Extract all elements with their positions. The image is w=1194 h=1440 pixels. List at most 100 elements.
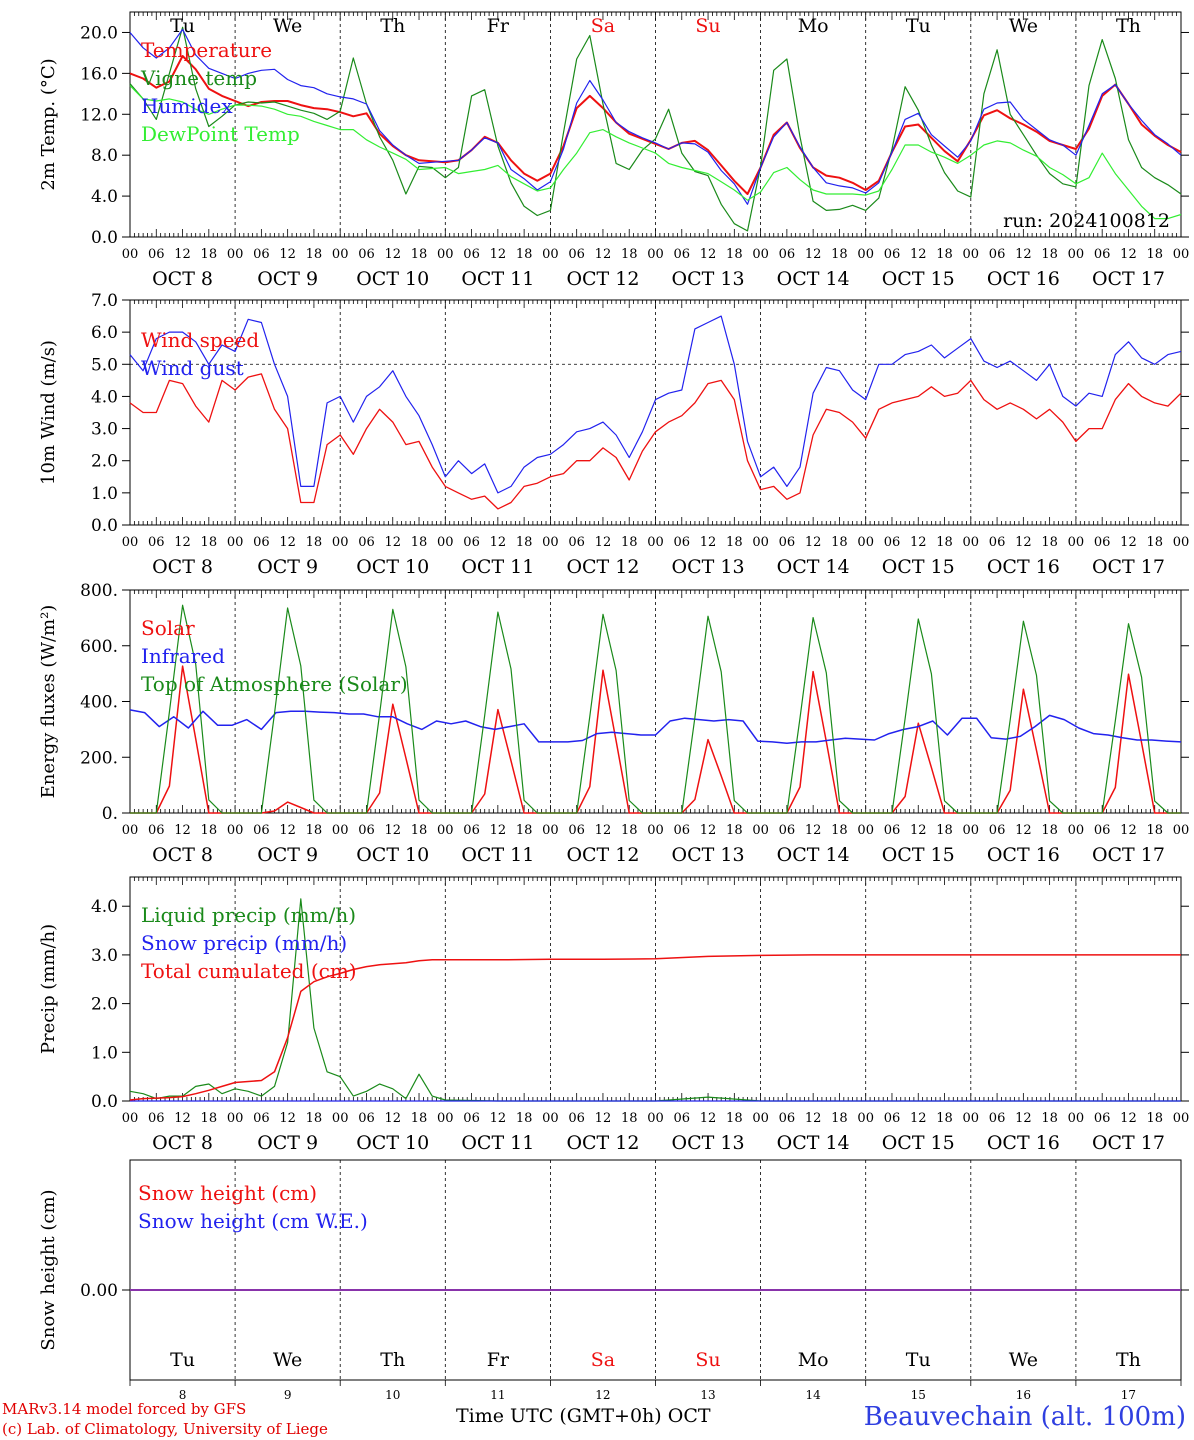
panel-snow	[122, 1159, 1189, 1386]
hour-label: 18	[1146, 1111, 1163, 1126]
day-name: Th	[1116, 15, 1141, 37]
day-name: Mo	[798, 1349, 829, 1371]
hour-label: 00	[227, 1111, 244, 1126]
hour-label: 06	[884, 1111, 901, 1126]
hour-label: 12	[384, 535, 401, 550]
hour-label: 00	[122, 1111, 139, 1126]
hour-label: 12	[595, 1111, 612, 1126]
hour-label: 12	[700, 1111, 717, 1126]
date-label: OCT 14	[777, 844, 850, 866]
hour-label: 18	[831, 823, 848, 838]
hour-label: 00	[1173, 1111, 1190, 1126]
hour-label: 12	[910, 535, 927, 550]
hour-label: 06	[148, 247, 165, 262]
hour-label: 12	[595, 535, 612, 550]
date-label: OCT 8	[152, 268, 213, 290]
y-tick-label: 0.0	[91, 228, 118, 248]
panel-wind	[122, 299, 1189, 526]
date-label: OCT 16	[987, 556, 1060, 578]
hour-label: 18	[1041, 535, 1058, 550]
date-label: OCT 8	[152, 1132, 213, 1154]
hour-label: 06	[568, 1111, 585, 1126]
date-label: OCT 13	[672, 268, 745, 290]
legend-entry: Solar	[141, 616, 195, 640]
hour-label: 18	[1041, 823, 1058, 838]
hour-label: 00	[963, 535, 980, 550]
legend-entry: Snow height (cm)	[138, 1181, 317, 1205]
date-label: OCT 12	[566, 556, 639, 578]
hour-label: 06	[674, 823, 691, 838]
hour-label: 12	[174, 247, 191, 262]
legend-entry: Top of Atmosphere (Solar)	[141, 672, 408, 696]
y-tick-label: 4.0	[91, 387, 118, 407]
legend-entry: Vigne temp	[140, 66, 257, 90]
hour-label: 00	[437, 535, 454, 550]
hour-label: 06	[779, 1111, 796, 1126]
hour-label: 18	[1041, 1111, 1058, 1126]
hour-label: 12	[805, 247, 822, 262]
hour-label: 00	[647, 535, 664, 550]
hour-label: 18	[306, 247, 323, 262]
date-label: OCT 12	[566, 844, 639, 866]
y-tick-label: 3.0	[91, 946, 118, 966]
hour-label: 06	[463, 823, 480, 838]
day-name: Fr	[487, 1349, 510, 1371]
hour-label: 06	[989, 535, 1006, 550]
hour-label: 00	[1173, 823, 1190, 838]
hour-label: 06	[358, 535, 375, 550]
day-name: Tu	[170, 15, 195, 37]
date-label: OCT 8	[152, 556, 213, 578]
day-number: 17	[1121, 1388, 1136, 1402]
hour-label: 12	[1015, 535, 1032, 550]
hour-label: 18	[1041, 247, 1058, 262]
hour-label: 12	[805, 535, 822, 550]
y-tick-label: 1.0	[91, 1043, 118, 1063]
day-name: We	[273, 15, 302, 37]
day-number: 15	[911, 1388, 926, 1402]
hour-label: 18	[726, 535, 743, 550]
y-tick-label: 4.0	[91, 187, 118, 207]
hour-label: 18	[621, 823, 638, 838]
x-axis-month: OCT	[667, 1405, 711, 1427]
hour-label: 18	[936, 247, 953, 262]
day-name: Tu	[906, 1349, 931, 1371]
hour-label: 00	[752, 823, 769, 838]
y-axis-label: 10m Wind (m/s)	[38, 340, 59, 485]
hour-label: 00	[647, 247, 664, 262]
hour-label: 18	[201, 247, 218, 262]
date-label: OCT 16	[987, 268, 1060, 290]
hour-label: 06	[674, 535, 691, 550]
legend-entry: Snow height (cm W.E.)	[138, 1209, 368, 1233]
hour-label: 06	[779, 535, 796, 550]
hour-label: 00	[1173, 247, 1190, 262]
day-number: 16	[1016, 1388, 1031, 1402]
panel-precip	[122, 876, 1189, 1102]
date-label: OCT 10	[356, 844, 429, 866]
legend-entry: Wind gust	[141, 356, 244, 380]
date-label: OCT 11	[461, 268, 534, 290]
date-label: OCT 13	[672, 844, 745, 866]
series-infrared	[129, 709, 1182, 745]
hour-label: 18	[831, 247, 848, 262]
hour-label: 06	[148, 535, 165, 550]
day-name: Th	[380, 15, 405, 37]
hour-label: 00	[1173, 535, 1190, 550]
hour-label: 00	[752, 247, 769, 262]
day-name: Su	[695, 15, 720, 37]
hour-label: 12	[490, 1111, 507, 1126]
hour-label: 06	[779, 823, 796, 838]
hour-label: 12	[279, 247, 296, 262]
hour-label: 00	[122, 247, 139, 262]
hour-label: 00	[963, 823, 980, 838]
hour-label: 12	[700, 535, 717, 550]
hour-label: 06	[989, 823, 1006, 838]
hour-label: 12	[700, 247, 717, 262]
y-tick-label: 3.0	[91, 420, 118, 440]
hour-label: 00	[963, 1111, 980, 1126]
date-label: OCT 14	[777, 1132, 850, 1154]
hour-label: 12	[490, 535, 507, 550]
series-wind-speed	[129, 373, 1182, 510]
hour-label: 12	[279, 823, 296, 838]
x-axis-label: Time UTC (GMT+0h)	[456, 1405, 662, 1427]
hour-label: 12	[595, 247, 612, 262]
